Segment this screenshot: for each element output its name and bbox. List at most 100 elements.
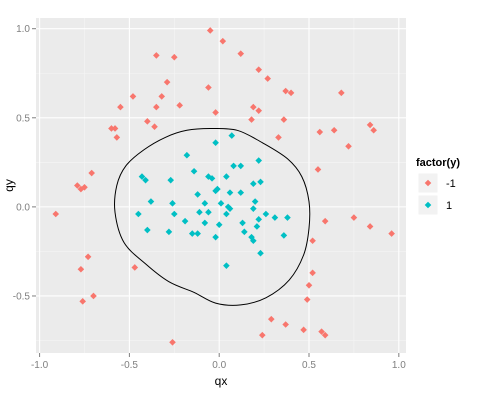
data-point	[52, 210, 60, 218]
data-point	[226, 205, 234, 212]
data-point	[251, 198, 259, 205]
data-point	[208, 175, 216, 182]
data-point	[280, 232, 288, 239]
data-point	[108, 125, 115, 132]
data-point	[144, 226, 151, 234]
legend-items: -1 1	[417, 172, 456, 216]
data-point	[257, 249, 264, 257]
data-point	[111, 125, 119, 132]
legend: factor(y) -1 1	[416, 157, 460, 216]
data-point	[147, 198, 155, 205]
data-point	[228, 132, 236, 139]
legend-key-marker	[424, 201, 432, 209]
data-point	[309, 269, 316, 277]
y-axis-ticks: -0.5 0.0 0.5 1.0	[13, 24, 36, 302]
data-point	[212, 187, 219, 195]
grid-minor	[36, 18, 406, 353]
data-point	[113, 134, 121, 141]
data-point	[153, 52, 160, 59]
data-point	[250, 180, 257, 188]
points-layer	[52, 27, 395, 346]
data-point	[318, 328, 325, 335]
data-point	[176, 102, 183, 109]
data-point	[88, 169, 95, 177]
data-point	[215, 221, 223, 229]
data-point	[196, 208, 203, 216]
data-point	[190, 167, 198, 175]
data-point	[171, 53, 178, 61]
boundary-layer	[114, 127, 311, 306]
data-point	[250, 205, 257, 212]
legend-key-marker	[424, 179, 432, 187]
x-tick-label: 1.0	[392, 360, 406, 371]
data-point	[153, 103, 160, 111]
data-point	[316, 128, 324, 136]
data-point	[287, 89, 295, 97]
x-tick-label: -1.0	[31, 360, 49, 371]
data-point	[282, 321, 289, 328]
data-point	[253, 223, 261, 230]
data-point	[255, 107, 263, 114]
data-point	[388, 230, 395, 237]
data-point	[135, 210, 142, 218]
data-point	[248, 116, 255, 123]
data-point	[255, 216, 263, 223]
data-point	[194, 191, 201, 198]
data-point	[212, 139, 219, 147]
data-point	[314, 166, 322, 173]
data-point	[237, 50, 245, 57]
x-tick-label: -0.5	[121, 360, 139, 371]
x-tick-label: 0.0	[212, 360, 226, 371]
data-point	[188, 230, 196, 237]
data-point	[237, 189, 245, 196]
data-point	[169, 339, 176, 346]
data-point	[201, 219, 209, 227]
data-point	[129, 93, 137, 100]
data-point	[117, 103, 124, 111]
data-point	[77, 265, 85, 273]
data-point	[144, 118, 151, 125]
data-point	[74, 182, 81, 189]
data-point	[212, 233, 219, 241]
data-point	[223, 210, 230, 218]
data-point	[230, 162, 237, 170]
data-point	[282, 87, 289, 95]
data-point	[165, 228, 173, 236]
data-point	[280, 116, 288, 123]
data-point	[223, 262, 230, 269]
data-point	[303, 296, 311, 303]
data-point	[158, 93, 166, 100]
data-point	[205, 84, 212, 91]
data-point	[214, 185, 221, 193]
data-point	[255, 157, 263, 164]
data-point	[90, 292, 97, 300]
data-point	[241, 228, 248, 236]
legend-label: 1	[446, 200, 452, 212]
data-point	[309, 237, 316, 245]
data-point	[366, 121, 374, 129]
data-point	[321, 217, 329, 225]
data-point	[226, 189, 234, 196]
data-point	[305, 281, 313, 289]
data-point	[84, 253, 92, 261]
data-point	[167, 176, 175, 184]
data-point	[206, 27, 214, 34]
data-point	[194, 230, 201, 237]
data-point	[259, 331, 266, 339]
data-point	[370, 126, 377, 134]
data-point	[350, 214, 358, 221]
data-point	[217, 200, 225, 207]
data-point	[138, 173, 146, 180]
decision-boundary-line	[114, 127, 311, 306]
x-axis-ticks: -1.0 -0.5 0.0 0.5 1.0	[31, 353, 406, 371]
y-tick-label: -0.5	[13, 291, 31, 302]
y-tick-label: 1.0	[16, 24, 30, 35]
data-point	[321, 331, 329, 339]
data-point	[169, 200, 176, 207]
data-point	[183, 151, 191, 159]
data-point	[239, 219, 246, 227]
data-point	[257, 178, 264, 186]
data-point	[284, 214, 291, 221]
data-point	[201, 200, 209, 207]
